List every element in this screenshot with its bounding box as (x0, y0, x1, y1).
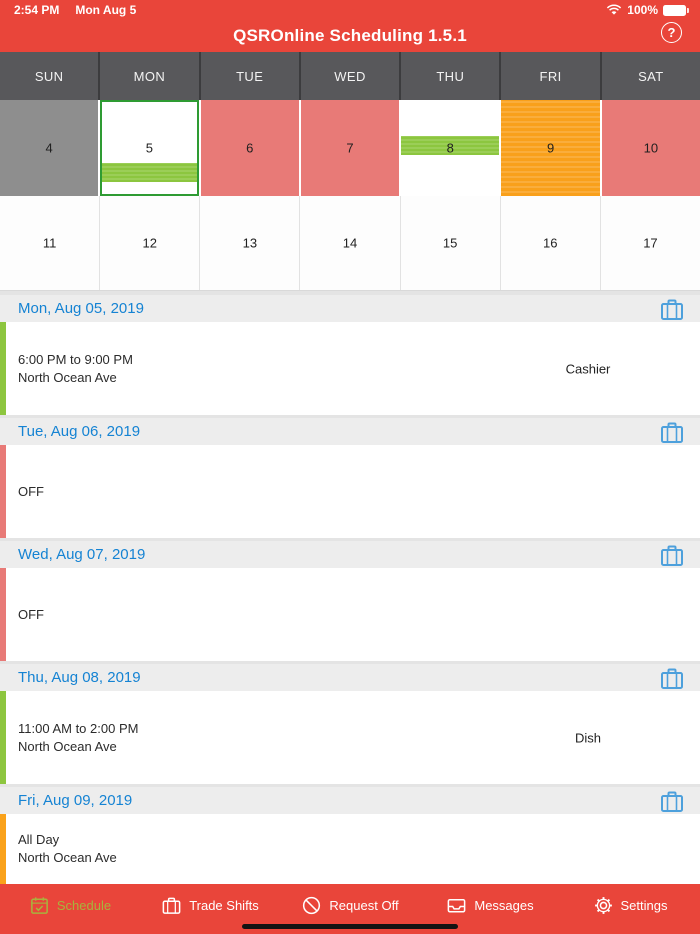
day-cell-other-month[interactable]: 4 (0, 100, 99, 196)
weekday-label: SAT (601, 52, 700, 100)
shift-time: All Day (18, 832, 60, 847)
shift-location: North Ocean Ave (18, 369, 117, 385)
tab-messages[interactable]: Messages (420, 884, 560, 934)
day-cell-shift[interactable]: 8 (401, 100, 500, 196)
shift-time: OFF (18, 483, 44, 499)
day-cell[interactable]: 11 (0, 196, 100, 290)
shift-band (102, 163, 197, 182)
day-cell-off[interactable]: 6 (200, 100, 299, 196)
no-entry-icon (303, 896, 321, 914)
weekday-label: FRI (501, 52, 600, 100)
help-button[interactable]: ? (661, 22, 682, 43)
day-cell-off[interactable]: 7 (300, 100, 400, 196)
weekday-label: TUE (200, 52, 299, 100)
gear-icon (594, 896, 612, 914)
briefcase-icon (162, 897, 181, 914)
tab-trade-shifts[interactable]: Trade Shifts (140, 884, 280, 934)
shift-role: Cashier (565, 361, 611, 376)
day-section-header: Wed, Aug 07, 2019 (0, 541, 700, 568)
shift-location: North Ocean Ave (18, 738, 117, 754)
day-cell-selected-today[interactable]: 5 (100, 100, 199, 196)
day-section-header: Fri, Aug 09, 2019 (0, 787, 700, 814)
inbox-icon (447, 898, 466, 912)
tab-label: Messages (474, 897, 534, 913)
calendar-week-current: 4 5 6 7 8 9 10 (0, 100, 700, 196)
tab-settings[interactable]: Settings (560, 884, 700, 934)
shift-row[interactable]: 11:00 AM to 2:00 PM North Ocean Ave Dish (0, 691, 700, 784)
section-date: Tue, Aug 06, 2019 (18, 423, 141, 440)
weekday-label: THU (401, 52, 500, 100)
section-date: Mon, Aug 05, 2019 (18, 300, 144, 317)
shift-location: North Ocean Ave (18, 850, 117, 865)
shift-time: OFF (18, 606, 44, 622)
day-section-header: Thu, Aug 08, 2019 (0, 664, 700, 691)
shift-status-stripe (0, 322, 6, 415)
trade-shift-briefcase-icon[interactable] (660, 667, 684, 689)
trade-shift-briefcase-icon[interactable] (660, 298, 684, 320)
day-cell[interactable]: 15 (400, 196, 500, 290)
tab-bar: Schedule Trade Shifts Request Off Messag… (0, 884, 700, 934)
weekday-label: MON (100, 52, 199, 100)
day-section-header: Mon, Aug 05, 2019 (0, 295, 700, 322)
shift-row[interactable]: OFF (0, 445, 700, 538)
calendar-weekday-header: SUN MON TUE WED THU FRI SAT (0, 52, 700, 100)
schedule-list: Mon, Aug 05, 2019 6:00 PM to 9:00 PM Nor… (0, 291, 700, 884)
tab-label: Settings (620, 897, 668, 913)
shift-row[interactable]: OFF (0, 568, 700, 661)
app-title: QSROnline Scheduling 1.5.1 (233, 26, 467, 45)
tab-label: Request Off (329, 897, 399, 913)
shift-band (401, 136, 500, 155)
day-cell[interactable]: 13 (200, 196, 300, 290)
tab-schedule[interactable]: Schedule (0, 884, 140, 934)
trade-shift-briefcase-icon[interactable] (660, 544, 684, 566)
day-cell-all-day[interactable]: 9 (501, 100, 600, 196)
day-cell[interactable]: 16 (500, 196, 600, 290)
home-indicator[interactable] (242, 924, 458, 929)
day-cell-off[interactable]: 10 (601, 100, 700, 196)
shift-role: Dish (574, 730, 601, 745)
day-cell[interactable]: 14 (300, 196, 400, 290)
section-date: Thu, Aug 08, 2019 (18, 669, 141, 686)
tab-request-off[interactable]: Request Off (280, 884, 420, 934)
weekday-label: SUN (0, 52, 99, 100)
shift-status-stripe (0, 568, 6, 661)
shift-row[interactable]: All Day North Ocean Ave (0, 814, 700, 884)
shift-time: 6:00 PM to 9:00 PM (18, 351, 133, 367)
nav-bar: QSROnline Scheduling 1.5.1 ? (0, 20, 700, 52)
day-section-header: Tue, Aug 06, 2019 (0, 418, 700, 445)
status-date: Mon Aug 5 (75, 3, 137, 17)
wifi-icon (607, 4, 622, 15)
tab-label: Trade Shifts (189, 897, 259, 913)
trade-shift-briefcase-icon[interactable] (660, 421, 684, 443)
battery-percent: 100% (627, 3, 658, 17)
shift-row[interactable]: 6:00 PM to 9:00 PM North Ocean Ave Cashi… (0, 322, 700, 415)
battery-icon (663, 4, 689, 16)
shift-status-stripe (0, 814, 6, 884)
status-bar: 2:54 PM Mon Aug 5 100% (0, 0, 700, 20)
shift-status-stripe (0, 691, 6, 784)
status-time: 2:54 PM (14, 3, 60, 17)
day-cell[interactable]: 12 (100, 196, 200, 290)
day-cell[interactable]: 17 (600, 196, 700, 290)
trade-shift-briefcase-icon[interactable] (660, 790, 684, 812)
section-date: Wed, Aug 07, 2019 (18, 546, 146, 563)
shift-time: 11:00 AM to 2:00 PM (18, 720, 139, 736)
weekday-label: WED (300, 52, 400, 100)
section-date: Fri, Aug 09, 2019 (18, 792, 133, 809)
shift-status-stripe (0, 445, 6, 538)
calendar-week-next: 11 12 13 14 15 16 17 (0, 196, 700, 291)
tab-label: Schedule (56, 897, 112, 913)
app-header: 2:54 PM Mon Aug 5 100% QSROnline Schedul… (0, 0, 700, 52)
calendar-check-icon (30, 896, 48, 914)
